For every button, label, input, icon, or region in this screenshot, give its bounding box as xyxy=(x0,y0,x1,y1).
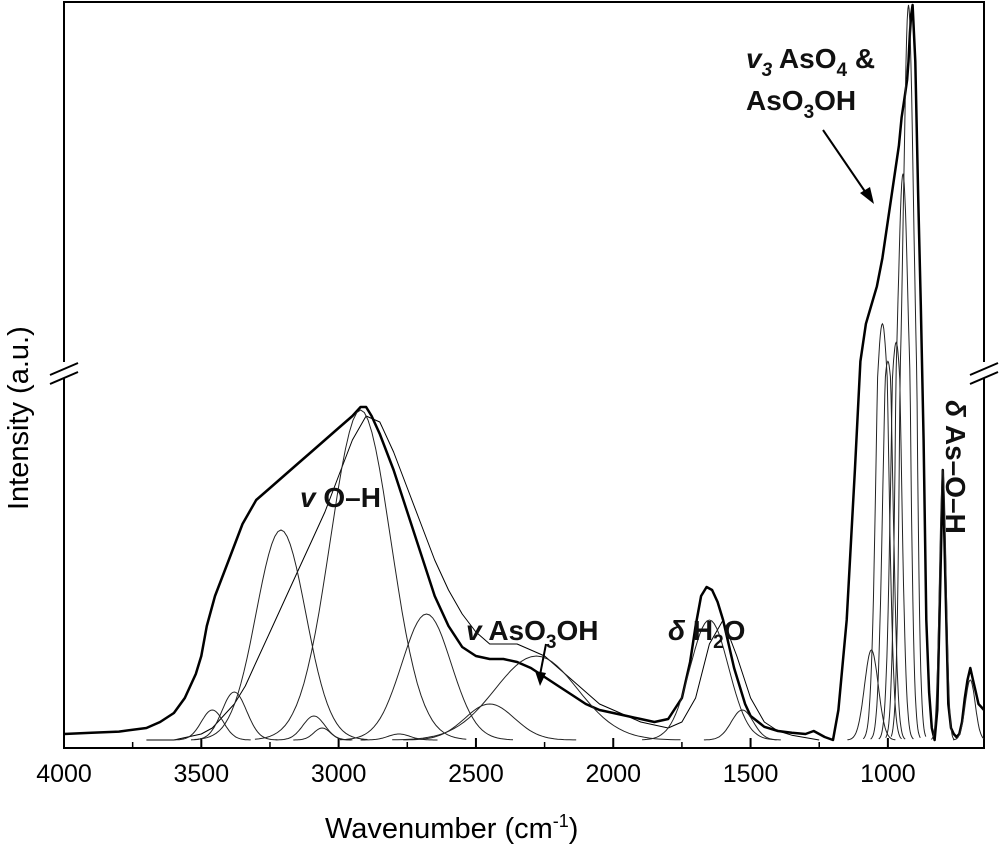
fit-component-peak xyxy=(930,469,955,740)
fit-component-peak xyxy=(403,703,577,741)
x-tick-label: 2500 xyxy=(448,760,504,788)
arrow-aso4 xyxy=(822,129,874,204)
annotation-v3-aso4: v3 AsO4 & xyxy=(746,43,875,81)
fit-component-peak xyxy=(642,619,777,741)
annotation-delta-as-o-h: δ As–O–H xyxy=(940,400,971,534)
fit-component-peak xyxy=(190,691,278,741)
fit-component-peak xyxy=(339,613,514,741)
fit-component-peak xyxy=(878,341,914,740)
fit-components xyxy=(173,4,985,741)
fit-component-peak xyxy=(890,4,927,737)
fit-component-peak xyxy=(275,715,353,741)
x-tick-label: 2000 xyxy=(585,760,641,788)
annotation-v-asooh: v AsO3OH xyxy=(466,615,598,653)
x-ticks: 4000 3500 3000 2500 2000 1500 1000 xyxy=(36,738,916,788)
x-tick-label: 1500 xyxy=(723,760,779,788)
fit-component-peak xyxy=(885,173,921,739)
fit-component-peak xyxy=(392,655,681,741)
x-tick-label: 4000 xyxy=(36,760,92,788)
annotation-v-oh: v O–H xyxy=(300,482,381,513)
annotation-asooh-2: AsO3OH xyxy=(746,85,856,123)
fit-component-peak xyxy=(870,360,906,740)
fit-component-peak xyxy=(360,733,438,741)
x-tick-label: 3000 xyxy=(311,760,367,788)
y-axis-title: Intensity (a.u.) xyxy=(3,326,35,510)
arrow-asooh xyxy=(535,643,547,686)
y-axis-break-right xyxy=(969,362,999,385)
x-axis-title: Wavenumber (cm-1) xyxy=(325,811,578,845)
fit-component-peak xyxy=(254,409,467,740)
fit-component-peak xyxy=(194,529,368,740)
fit-envelope-line xyxy=(146,415,820,741)
fit-component-peak xyxy=(952,679,985,741)
y-axis-break-left xyxy=(49,362,79,385)
x-tick-label: 1000 xyxy=(860,760,916,788)
x-tick-label: 3500 xyxy=(174,760,230,788)
fit-component-peak xyxy=(703,709,781,741)
annotation-delta-h2o: δ H2O xyxy=(668,615,745,653)
fit-component-peak xyxy=(173,709,251,741)
